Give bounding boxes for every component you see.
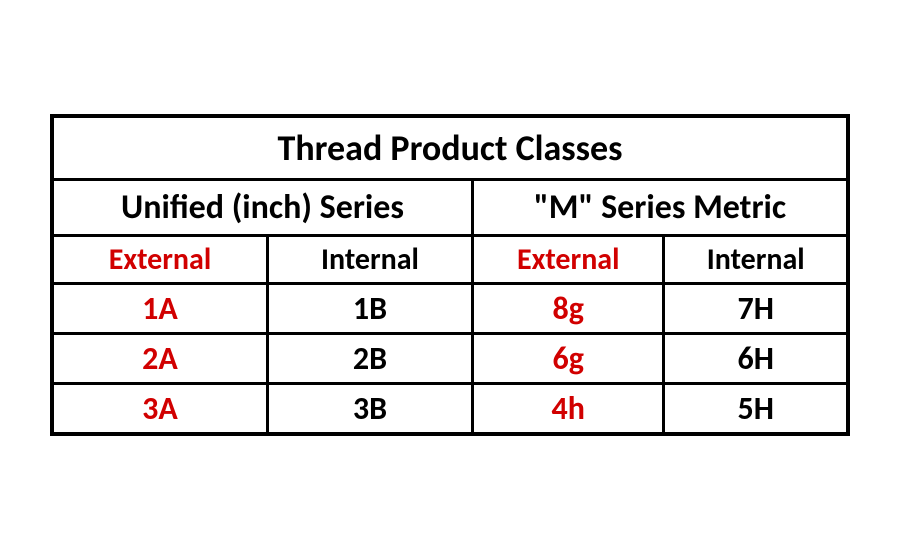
thread-classes-table: Thread Product Classes Unified (inch) Se… xyxy=(50,114,850,436)
metric-external-cell: 4h xyxy=(473,384,664,435)
metric-internal-cell: 7H xyxy=(664,284,848,334)
unified-internal-cell: 2B xyxy=(267,334,472,384)
unified-internal-cell: 1B xyxy=(267,284,472,334)
table-row: 1A 1B 8g 7H xyxy=(52,284,848,334)
metric-external-cell: 8g xyxy=(473,284,664,334)
metric-internal-cell: 6H xyxy=(664,334,848,384)
unified-internal-cell: 3B xyxy=(267,384,472,435)
unified-external-cell: 1A xyxy=(52,284,267,334)
table-title: Thread Product Classes xyxy=(52,116,848,180)
title-row: Thread Product Classes xyxy=(52,116,848,180)
thread-classes-table-wrapper: Thread Product Classes Unified (inch) Se… xyxy=(50,114,850,436)
metric-external-cell: 6g xyxy=(473,334,664,384)
table-row: 3A 3B 4h 5H xyxy=(52,384,848,435)
unified-external-cell: 3A xyxy=(52,384,267,435)
unified-external-cell: 2A xyxy=(52,334,267,384)
metric-internal-header: Internal xyxy=(664,236,848,284)
unified-external-header: External xyxy=(52,236,267,284)
unified-series-header: Unified (inch) Series xyxy=(52,180,473,236)
metric-internal-cell: 5H xyxy=(664,384,848,435)
series-row: Unified (inch) Series "M" Series Metric xyxy=(52,180,848,236)
table-row: 2A 2B 6g 6H xyxy=(52,334,848,384)
subheader-row: External Internal External Internal xyxy=(52,236,848,284)
metric-external-header: External xyxy=(473,236,664,284)
unified-internal-header: Internal xyxy=(267,236,472,284)
metric-series-header: "M" Series Metric xyxy=(473,180,849,236)
